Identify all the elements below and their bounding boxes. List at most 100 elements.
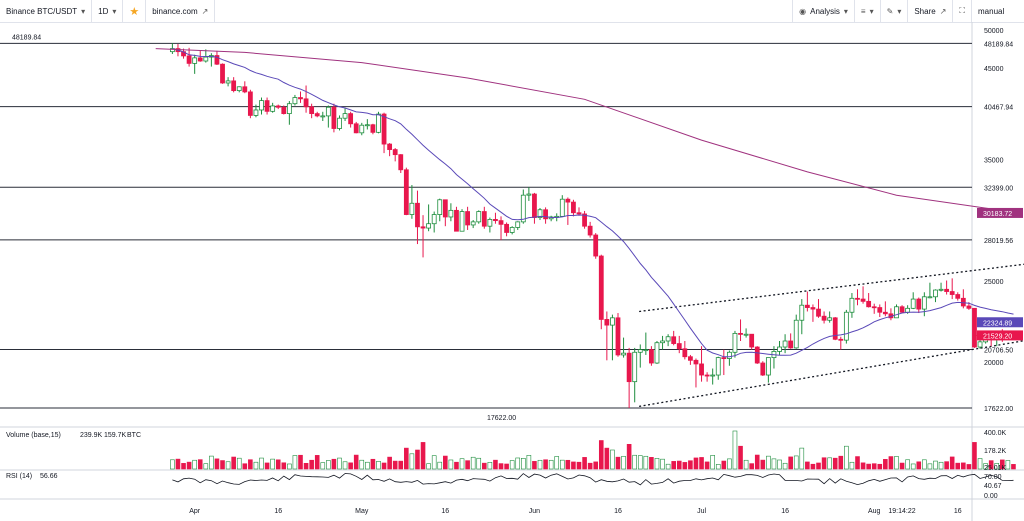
candle-body [359,124,365,134]
price-tick-label: 17622.00 [984,406,1013,413]
draw-button[interactable]: ✎ ▾ [881,0,909,22]
price-tick-label: 50000 [984,28,1004,35]
volume-bar [871,463,877,470]
source-label: binance.com [152,6,198,16]
interval-selector[interactable]: 1D ▾ [92,0,124,22]
candle-body [381,113,387,145]
volume-bar [621,455,626,470]
volume-bar [994,463,1000,470]
top-toolbar: Binance BTC/USDT ▾ 1D ▾ ★ binance.com ↗ … [0,0,1024,23]
channel-line [639,263,1024,313]
candle-body [894,306,899,319]
candle-body [933,289,938,298]
candle-body [515,221,521,228]
candle-body [320,115,326,118]
volume-bar [181,463,186,470]
volume-bar [771,458,777,470]
volume-bar [576,461,582,470]
candle-body [866,300,872,308]
volume-bar [509,460,515,470]
source-link[interactable]: binance.com ↗ [146,0,216,22]
candle-body [972,307,977,348]
candle-body [587,225,593,236]
price-tick-label: 40467.94 [984,105,1013,112]
volume-bar [225,461,231,470]
rsi-pane: RSI (14) 56.66 [6,473,1014,486]
candle-body [559,198,565,217]
volume-bar [927,463,933,470]
analysis-button[interactable]: ◉ Analysis ▾ [792,0,855,22]
volume-bar [905,459,910,470]
candle-body [654,342,660,364]
volume-bar [476,457,482,470]
current-time-label: 19:14:22 [888,508,915,515]
pencil-icon: ✎ [886,6,894,16]
rsi-value: 56.66 [40,473,58,480]
favorite-button[interactable]: ★ [123,0,147,22]
candle-body [582,213,587,227]
candle-body [760,362,766,376]
candle-body [910,298,916,309]
time-tick-label: 16 [614,508,622,515]
symbol-selector[interactable]: Binance BTC/USDT ▾ [0,0,93,22]
candle-body [353,123,359,134]
candle-body [532,193,537,218]
price-tick-label: 48189.84 [984,41,1013,48]
volume-bar [353,454,359,470]
rsi-pane-title: RSI (14) [6,473,32,480]
candle-body [927,296,933,299]
volume-bar [264,462,270,470]
share-button[interactable]: Share ↗ [908,0,954,22]
rsi-tick-label: 40.67 [984,483,1002,490]
candle-body [259,100,264,111]
candle-body [387,143,393,150]
candle-body [788,340,794,349]
candle-body [977,341,983,348]
candle-body [314,113,320,117]
candle-body [420,226,426,229]
volume-bar [626,443,632,470]
candle-body [960,297,966,307]
volume-bar [715,464,721,470]
expand-icon: ⛶ [959,6,965,15]
layout-selector[interactable]: manual [972,0,1024,22]
candle-body [882,311,888,315]
candle-body [470,221,476,226]
volume-bar [1000,459,1005,470]
candle-body [955,294,961,299]
candle-body [643,349,649,352]
volume-bar [727,458,732,470]
candle-body [743,333,749,336]
volume-bar [754,454,760,470]
candle-body [938,288,944,291]
candle-body [481,211,487,227]
fullscreen-button[interactable]: ⛶ [953,0,972,22]
external-link-icon: ↗ [939,6,947,16]
volume-bar [275,459,281,470]
volume-bar [526,455,532,470]
volume-bar [665,463,671,470]
candle-body [821,315,827,321]
price-tick-label: 45000 [984,66,1004,73]
candle-body [437,199,443,215]
volume-bar [877,463,883,470]
volume-bar [253,461,259,470]
level-annotation: 17622.00 [487,415,516,422]
volume-bar [922,459,927,470]
volume-bar [214,458,220,470]
volume-bar [649,457,654,470]
volume-bar [777,459,782,470]
indicators-button[interactable]: ≡ ▾ [855,0,881,22]
volume-bar [782,462,788,470]
volume-bar [420,442,426,470]
candle-body [598,255,604,320]
time-tick-label: Apr [189,508,201,515]
price-tick-label: 20706.50 [984,348,1013,355]
volume-bar [170,459,175,470]
volume-tick-label: 25.01K [984,465,1007,472]
candle-body [537,209,543,218]
volume-bar [682,462,688,470]
volume-bar [303,462,309,470]
candle-body [671,336,677,344]
